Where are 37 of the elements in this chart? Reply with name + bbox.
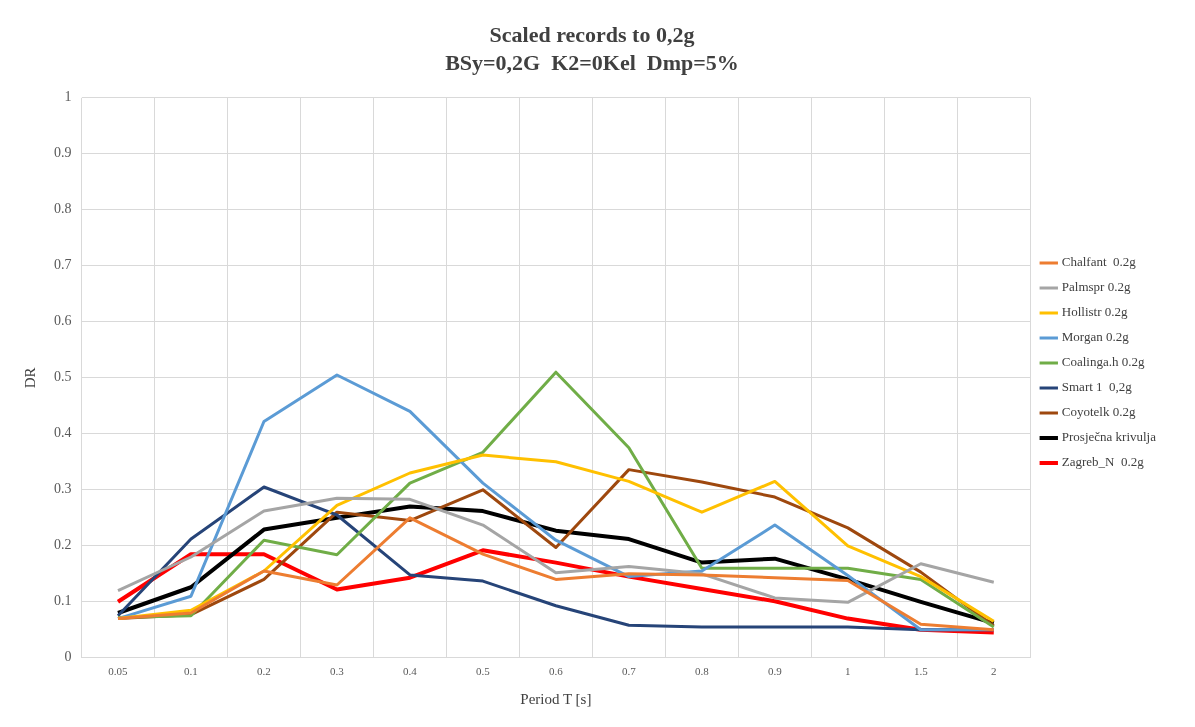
y-tick-label: 0.7: [54, 257, 72, 273]
chart-subtitle: BSy=0,2G K2=0Kel Dmp=5%: [445, 50, 739, 76]
y-tick-label: 0.2: [54, 537, 72, 553]
legend-label: Hollistr 0.2g: [1061, 304, 1128, 320]
y-tick-label: 0.8: [54, 201, 72, 217]
x-tick-label: 0.2: [257, 665, 271, 678]
x-tick-label: 0.1: [184, 665, 198, 678]
chart-title: Scaled records to 0,2g: [489, 21, 695, 47]
x-tick-label: 1.5: [913, 665, 929, 678]
y-tick-label: 0.1: [54, 593, 72, 609]
legend-label: Chalfant 0.2g: [1061, 254, 1137, 270]
x-tick-label: 0.7: [622, 665, 637, 678]
x-tick-label: 0.6: [549, 665, 564, 678]
legend-label: Coyotelk 0.2g: [1061, 404, 1136, 420]
y-tick-label: 0.5: [54, 369, 72, 385]
y-tick-label: 0.4: [54, 425, 72, 441]
y-axis-title: DR: [21, 367, 38, 389]
y-tick-label: 0.3: [54, 481, 72, 497]
legend-label: Coalinga.h 0.2g: [1061, 354, 1145, 370]
y-tick-label: 0: [64, 649, 72, 665]
y-tick-label: 0.9: [54, 145, 72, 161]
x-tick-label: 0.5: [476, 665, 491, 678]
x-axis-title: Period T [s]: [520, 690, 592, 707]
x-tick-label: 0.4: [403, 665, 418, 678]
x-tick-label: 0.9: [767, 665, 783, 678]
x-tick-label: 2: [991, 665, 997, 678]
legend-label: Zagreb_N 0.2g: [1061, 454, 1145, 470]
legend-label: Morgan 0.2g: [1061, 329, 1130, 345]
x-tick-label: 0.8: [694, 665, 710, 678]
y-tick-label: 0.6: [54, 313, 72, 329]
y-tick-label: 1: [64, 89, 72, 105]
legend-label: Palmspr 0.2g: [1061, 279, 1131, 295]
x-tick-label: 0.05: [108, 665, 129, 678]
legend-label: Prosječna krivulja: [1061, 429, 1157, 445]
legend-label: Smart 1 0,2g: [1061, 379, 1133, 395]
x-tick-label: 0.3: [330, 665, 345, 678]
x-tick-label: 1: [845, 665, 851, 678]
